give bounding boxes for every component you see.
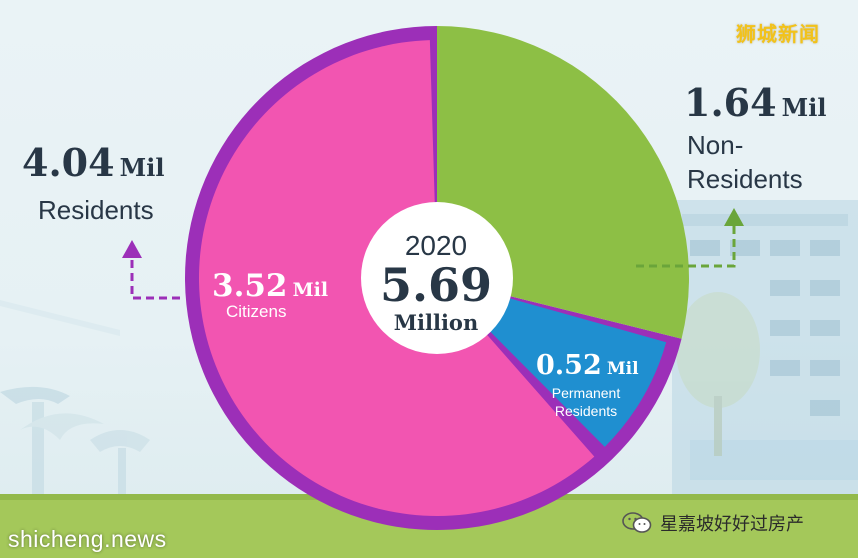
permanent-residents-label-line2: Residents — [554, 403, 618, 419]
non-residents-value: 1.64 Mil — [684, 80, 826, 125]
permanent-residents-label: Permanent Residents — [534, 384, 638, 420]
non-residents-arrow-icon — [724, 208, 744, 226]
permanent-residents-value: 0.52 Mil — [536, 350, 639, 381]
non-residents-label-line1: Non- — [687, 130, 744, 160]
residents-value: 4.04 Mil — [22, 140, 164, 185]
wechat-account-name: 星嘉坡好好过房产 — [660, 514, 804, 535]
citizens-value: 3.52 Mil — [212, 268, 328, 304]
permanent-residents-unit: Mil — [606, 359, 639, 379]
non-residents-number: 1.64 — [684, 80, 777, 125]
citizens-number: 3.52 — [212, 268, 288, 304]
residents-label: Residents — [38, 195, 154, 225]
residents-arrow-icon — [122, 240, 142, 258]
center-year: 2020 — [404, 230, 468, 261]
wechat-account-tag: 星嘉坡好好过房产 — [622, 510, 804, 536]
watermark-bottom: shicheng.news — [8, 526, 167, 552]
center-circle — [361, 202, 513, 354]
citizens-unit: Mil — [292, 279, 329, 301]
residents-unit: Mil — [119, 153, 165, 182]
center-unit: Million — [393, 310, 479, 335]
watermark-top: 狮城新闻 — [736, 22, 820, 46]
tree-right — [676, 292, 760, 456]
non-residents-label: Non- Residents — [687, 128, 837, 196]
permanent-residents-label-line1: Permanent — [551, 385, 621, 401]
citizens-label: Citizens — [226, 302, 287, 321]
center-total: 5.69 — [379, 258, 493, 312]
residents-leader-line — [130, 256, 180, 300]
wechat-icon — [622, 512, 652, 533]
supertrees-left — [0, 300, 150, 502]
permanent-residents-number: 0.52 — [536, 350, 602, 381]
non-residents-label-line2: Residents — [687, 164, 803, 194]
non-residents-leader-line — [636, 226, 736, 268]
residents-number: 4.04 — [22, 140, 115, 185]
non-residents-unit: Mil — [781, 93, 827, 122]
